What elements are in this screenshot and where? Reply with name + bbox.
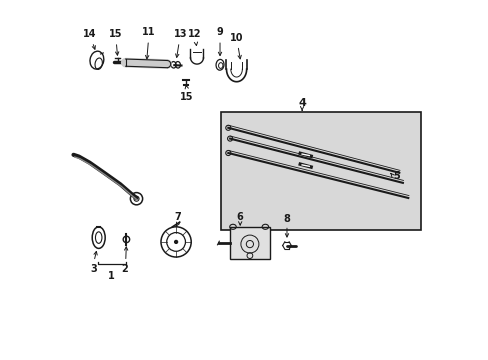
Text: 8: 8 <box>283 214 290 224</box>
Bar <box>230 227 269 259</box>
Text: 15: 15 <box>109 29 122 55</box>
Text: 12: 12 <box>188 29 201 45</box>
Text: 11: 11 <box>142 27 156 59</box>
Text: 13: 13 <box>173 29 187 57</box>
Text: 3: 3 <box>90 264 97 274</box>
Text: 5: 5 <box>392 171 399 181</box>
Text: 10: 10 <box>229 33 243 59</box>
Text: 6: 6 <box>236 212 243 222</box>
Text: 4: 4 <box>298 98 305 108</box>
Text: 7: 7 <box>174 212 181 222</box>
Text: 1: 1 <box>108 271 115 281</box>
Text: 2: 2 <box>122 264 128 274</box>
Text: 9: 9 <box>216 27 223 55</box>
Bar <box>221 112 420 230</box>
Text: 14: 14 <box>83 29 96 49</box>
Circle shape <box>174 240 178 244</box>
Text: 15: 15 <box>180 92 193 102</box>
